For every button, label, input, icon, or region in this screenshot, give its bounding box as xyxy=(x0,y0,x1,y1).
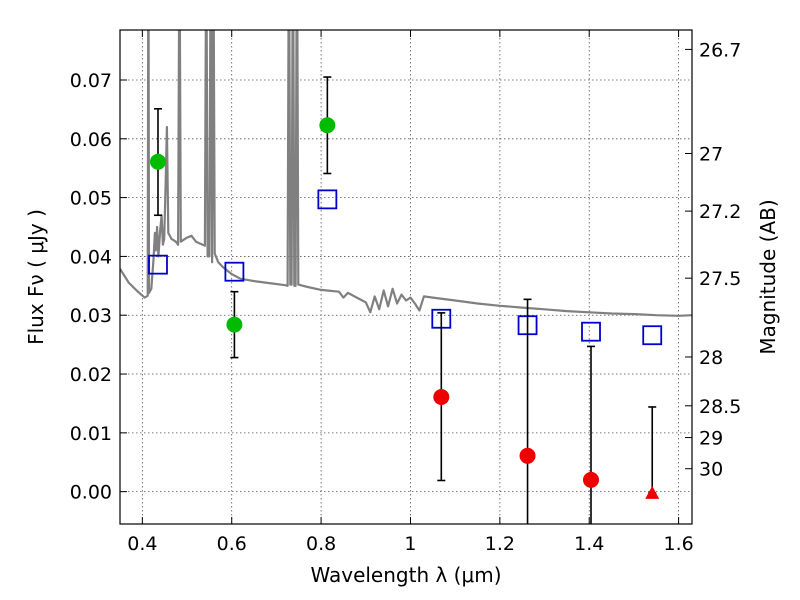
detection-point xyxy=(149,153,166,170)
error-bars xyxy=(153,76,657,524)
y-tick-label: 0.00 xyxy=(70,482,112,504)
observed-photometry-markers xyxy=(149,117,660,499)
y-tick-label: 0.06 xyxy=(70,129,112,151)
axis-ticks xyxy=(120,30,692,524)
right-tick-label: 28.5 xyxy=(699,396,741,418)
model-photometry-square xyxy=(581,321,601,342)
plot-frame xyxy=(119,29,693,525)
y-tick-label: 0.05 xyxy=(70,188,112,210)
x-tick-label: 0.4 xyxy=(127,533,157,555)
model-photometry-markers xyxy=(148,189,663,346)
right-tick-label: 26.7 xyxy=(699,39,741,61)
x-tick-label: 1.2 xyxy=(485,533,515,555)
right-tick-label: 30 xyxy=(699,459,723,481)
right-axis-title: Magnitude (AB) xyxy=(756,199,780,354)
x-axis-title: Wavelength λ (μm) xyxy=(310,563,501,587)
detection-point xyxy=(226,316,243,333)
detection-point xyxy=(319,117,336,134)
model-photometry-square xyxy=(224,261,245,282)
nondetection-point xyxy=(433,388,450,405)
y-tick-label: 0.03 xyxy=(70,305,112,327)
model-photometry-square xyxy=(148,254,168,275)
model-spectrum-line xyxy=(120,30,692,317)
right-tick-label: 28 xyxy=(699,347,723,369)
right-tick-label: 27.2 xyxy=(699,201,741,223)
x-tick-label: 1.6 xyxy=(663,533,693,555)
nondetection-point xyxy=(519,447,536,464)
grid-lines xyxy=(120,30,692,524)
y-tick-label: 0.04 xyxy=(70,246,112,268)
model-spectrum xyxy=(120,30,692,317)
x-tick-label: 0.6 xyxy=(217,533,247,555)
x-tick-label: 1.4 xyxy=(574,533,604,555)
y-axis-title: Flux Fν ( μJy ) xyxy=(24,209,48,345)
y-tick-label: 0.02 xyxy=(70,364,112,386)
tick-labels: 0.4 0.6 0.8 1 1.2 1.4 1.6 0.00 0.01 0.02 0.03 0.04 0… xyxy=(70,39,742,555)
x-tick-label: 0.8 xyxy=(306,533,336,555)
model-photometry-square xyxy=(642,325,663,346)
nondetection-point xyxy=(583,471,600,488)
y-tick-label: 0.07 xyxy=(70,70,112,92)
right-tick-label: 27 xyxy=(699,144,723,166)
right-tick-label: 29 xyxy=(699,428,723,450)
upper-limit-triangle xyxy=(645,485,660,499)
x-tick-label: 1 xyxy=(404,533,416,555)
y-tick-label: 0.01 xyxy=(70,423,112,445)
right-tick-label: 27.5 xyxy=(699,268,741,290)
model-photometry-square xyxy=(317,189,338,210)
